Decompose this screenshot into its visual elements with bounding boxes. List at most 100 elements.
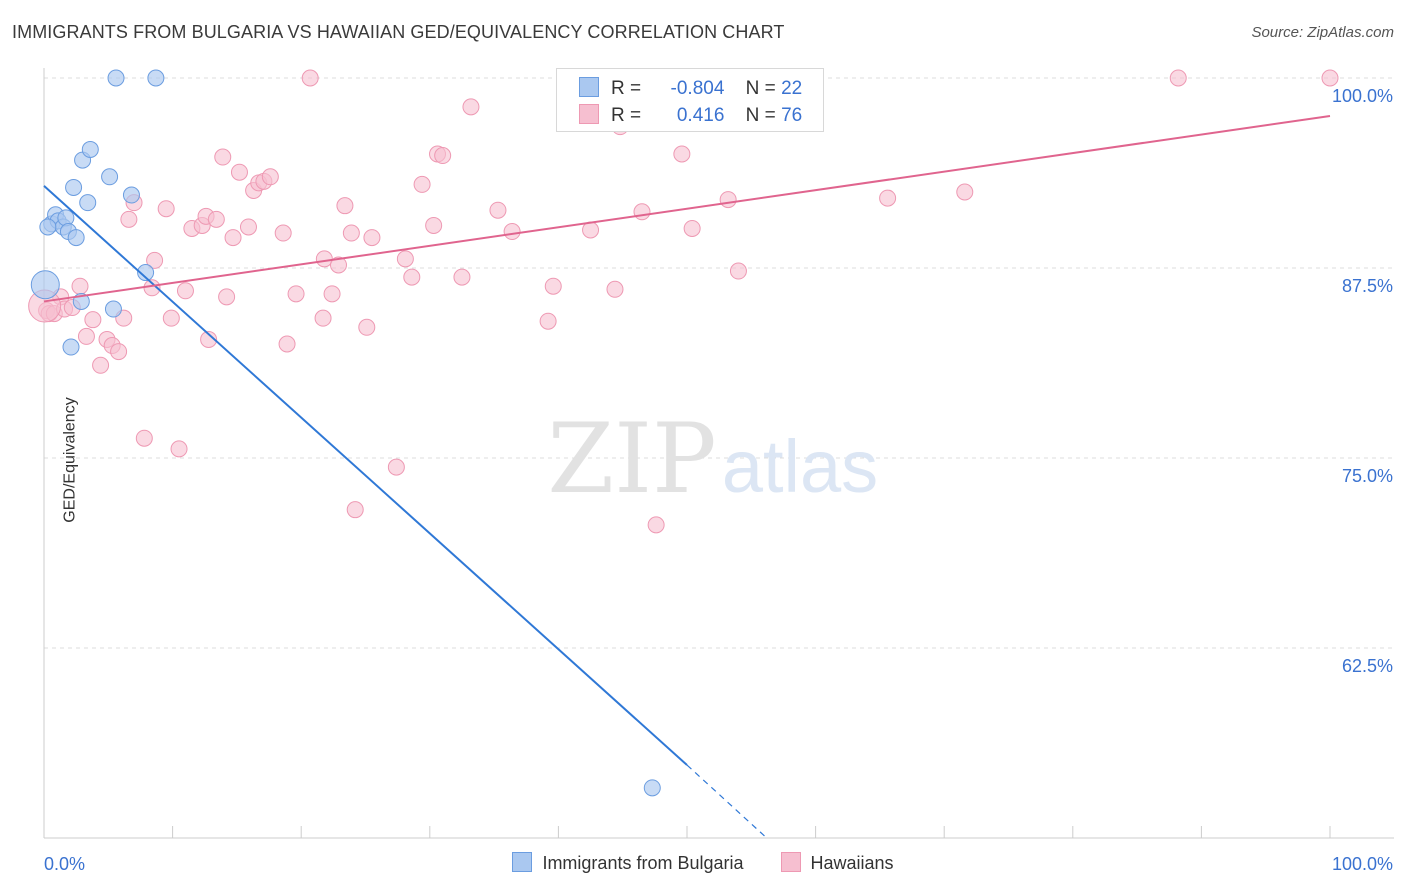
legend-item-hawaiians: Hawaiians	[780, 852, 894, 874]
hawaiians-point	[363, 229, 381, 247]
hawaiians-point	[673, 145, 691, 163]
bulgaria-point	[122, 186, 140, 204]
hawaiians-point	[396, 250, 414, 268]
y-tick-label: 62.5%	[1342, 656, 1393, 676]
hawaiians-point	[224, 229, 242, 247]
hawaiians-point	[1169, 69, 1187, 87]
legend-r-value: -0.804	[670, 78, 725, 99]
hawaiians-point	[176, 282, 194, 300]
legend-item-bulgaria: Immigrants from Bulgaria	[512, 852, 744, 874]
watermark-atlas: atlas	[722, 425, 878, 508]
hawaiians-point	[315, 250, 333, 268]
bulgaria-point	[39, 218, 57, 236]
hawaiians-point	[314, 309, 332, 327]
hawaiians-point	[633, 203, 651, 221]
hawaiians-point	[92, 356, 110, 374]
hawaiians-point	[200, 330, 218, 348]
legend-n-label: N =	[745, 78, 776, 99]
correlation-legend: R = -0.804 N = 22 R = 0.416 N = 76	[556, 68, 824, 132]
hawaiians-point	[647, 516, 665, 534]
series-legend: Immigrants from Bulgaria Hawaiians	[0, 852, 1406, 874]
hawaiians-point	[434, 147, 452, 165]
source-label: Source: ZipAtlas.com	[1251, 24, 1394, 41]
hawaiians-point	[453, 268, 471, 286]
hawaiians-point	[489, 201, 507, 219]
hawaiians-point	[135, 429, 153, 447]
hawaiians-point	[274, 224, 292, 242]
hawaiians-point	[342, 224, 360, 242]
legend-n-value: 22	[781, 78, 803, 99]
hawaiians-point	[606, 280, 624, 298]
bulgaria-point	[65, 178, 83, 196]
hawaiians-point	[539, 312, 557, 330]
hawaiians-point	[162, 309, 180, 327]
hawaiians-point	[336, 197, 354, 215]
legend-label-bulgaria: Immigrants from Bulgaria	[542, 853, 744, 873]
hawaiians-point	[1321, 69, 1339, 87]
tick-labels: 62.5% 75.0% 87.5% 100.0% 0.0% 100.0%	[44, 86, 1393, 874]
hawaiians-point	[346, 501, 364, 519]
x-tick-label-right: 100.0%	[1332, 854, 1393, 874]
legend-n-label: N =	[745, 105, 776, 126]
hawaiians-point	[218, 288, 236, 306]
bulgaria-point	[137, 264, 155, 282]
y-tick-label: 87.5%	[1342, 276, 1393, 296]
watermark: ZIP atlas	[547, 403, 878, 515]
hawaiians-point	[170, 440, 188, 458]
axes	[43, 68, 1394, 839]
hawaiians-point	[120, 210, 138, 228]
hawaiians-point	[729, 262, 747, 280]
hawaiians-points	[28, 69, 1339, 534]
bulgaria-point	[79, 194, 97, 212]
legend-swatch-pink	[780, 852, 801, 872]
bulgaria-point	[62, 338, 80, 356]
legend-n-value: 76	[781, 105, 803, 126]
bulgaria-trend-line	[43, 185, 688, 766]
bulgaria-point	[81, 140, 99, 158]
legend-swatch-blue	[579, 77, 599, 97]
bulgaria-trend-extension	[686, 764, 768, 839]
hawaiians-point	[403, 268, 421, 286]
y-axis-label: GED/Equivalency	[61, 397, 79, 523]
hawaiians-point	[214, 148, 232, 166]
hawaiians-point	[301, 69, 319, 87]
bulgaria-point	[643, 779, 661, 797]
hawaiians-point	[956, 183, 974, 201]
hawaiians-point	[230, 163, 248, 181]
hawaiians-point	[278, 335, 296, 353]
legend-r-value: 0.416	[676, 105, 725, 126]
hawaiians-point	[261, 168, 279, 186]
bulgaria-points	[30, 69, 661, 797]
bulgaria-point	[107, 69, 125, 87]
trend-lines	[43, 115, 1331, 839]
hawaiians-point	[879, 189, 897, 207]
legend-label-hawaiians: Hawaiians	[810, 853, 894, 873]
legend-r-label: R =	[611, 105, 642, 126]
hawaiians-point	[425, 216, 443, 234]
hawaiians-point	[719, 191, 737, 209]
hawaiians-point	[413, 175, 431, 193]
hawaiians-point	[239, 218, 257, 236]
hawaiians-point	[323, 285, 341, 303]
hawaiians-trend-line	[43, 115, 1331, 303]
hawaiians-point	[287, 285, 305, 303]
hawaiians-point	[462, 98, 480, 116]
hawaiians-point	[683, 219, 701, 237]
legend-row-bulgaria: R = -0.804 N = 22	[579, 77, 802, 99]
bulgaria-point	[104, 300, 122, 318]
hawaiians-point	[544, 277, 562, 295]
watermark-zip: ZIP	[547, 403, 716, 515]
grid-lines	[44, 77, 1394, 649]
x-tick-label-left: 0.0%	[44, 854, 85, 874]
hawaiians-point	[207, 210, 225, 228]
hawaiians-point	[77, 327, 95, 345]
legend-row-hawaiians: R = 0.416 N = 76	[579, 104, 802, 126]
bulgaria-point	[101, 168, 119, 186]
legend-swatch-blue	[512, 852, 533, 872]
hawaiians-point	[358, 318, 376, 336]
hawaiians-point	[329, 256, 347, 274]
hawaiians-point	[84, 311, 102, 329]
bulgaria-point	[147, 69, 165, 87]
y-tick-label: 100.0%	[1332, 86, 1393, 106]
